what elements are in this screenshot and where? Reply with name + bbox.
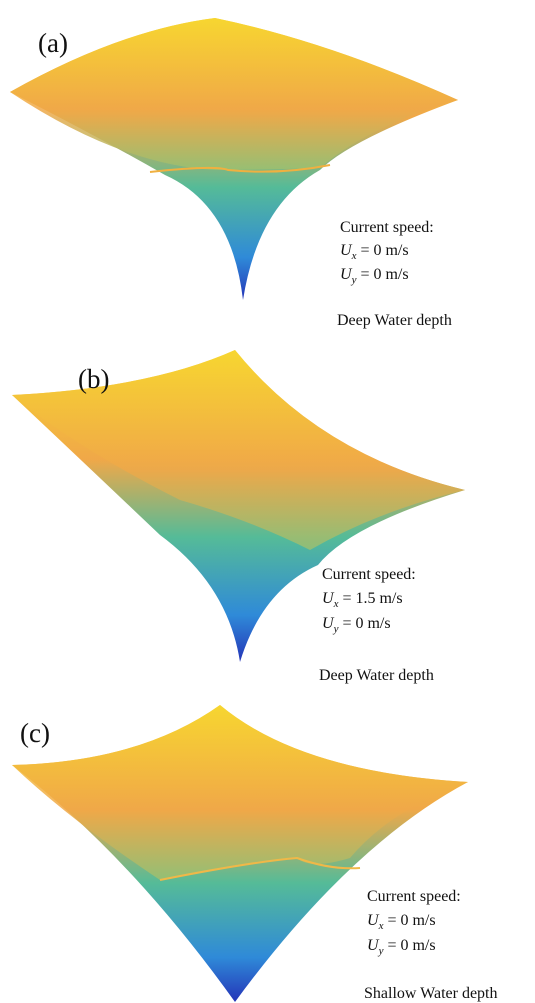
subscript: y (333, 623, 339, 635)
value: = 0 m/s (342, 615, 390, 632)
surface-c (12, 705, 468, 1002)
depth-note: Deep Water depth (319, 667, 434, 684)
current-heading: Current speed: (340, 219, 434, 236)
value: = 1.5 m/s (342, 590, 402, 607)
current-heading: Current speed: (322, 566, 416, 583)
panel-label: (a) (38, 28, 68, 58)
value: = 0 m/s (360, 242, 408, 259)
current-ux: Ux= 0 m/s (367, 912, 436, 932)
panel-label: (b) (78, 364, 109, 394)
current-heading: Current speed: (367, 888, 461, 905)
subscript: x (378, 920, 384, 932)
surface-b (12, 350, 465, 662)
value: = 0 m/s (360, 266, 408, 283)
depth-note: Deep Water depth (337, 312, 452, 329)
depth-note: Shallow Water depth (364, 985, 498, 1002)
panel-label: (c) (20, 718, 50, 748)
current-uy: Uy= 0 m/s (340, 266, 409, 286)
value: = 0 m/s (387, 912, 435, 929)
subscript: y (351, 274, 357, 286)
subscript: y (378, 945, 384, 957)
figure: (a) Current speed: Ux= 0 m/s Uy= 0 m/s Deep … (0, 0, 535, 1003)
current-uy: Uy= 0 m/s (322, 615, 391, 635)
value: = 0 m/s (387, 937, 435, 954)
current-ux: Ux= 0 m/s (340, 242, 409, 262)
subscript: x (351, 250, 357, 262)
current-ux: Ux= 1.5 m/s (322, 590, 403, 610)
current-uy: Uy= 0 m/s (367, 937, 436, 957)
subscript: x (333, 598, 339, 610)
page: {"panels": [ {"label": "(a)", "heading":… (0, 0, 535, 1003)
